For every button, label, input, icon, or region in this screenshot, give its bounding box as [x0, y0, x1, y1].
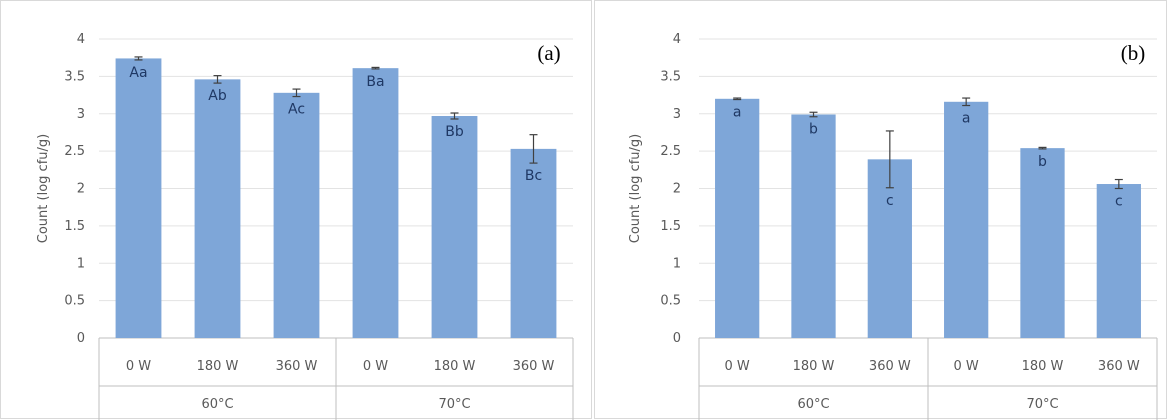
data-label: Ba — [366, 74, 384, 90]
category-label: 0 W — [954, 359, 979, 374]
y-tick-label: 4 — [673, 32, 681, 47]
bar — [715, 98, 760, 338]
y-tick-label: 3 — [673, 107, 681, 122]
bar — [1096, 184, 1141, 338]
y-tick-label: 1 — [673, 256, 681, 271]
y-tick-label: 2.5 — [64, 144, 85, 159]
bar — [273, 92, 320, 338]
y-tick-label: 4 — [77, 32, 85, 47]
group-label: 70°C — [438, 397, 470, 412]
bar — [431, 115, 478, 339]
category-label: 360 W — [869, 359, 911, 374]
chart-panel-b: 0 0.5 1 1.5 2 2.5 3 3.5 4 Count (log cfu/g) 60°C 70… — [594, 0, 1167, 420]
data-label: c — [886, 193, 894, 209]
category-label: 180 W — [1022, 359, 1064, 374]
category-label: 360 W — [276, 359, 318, 374]
category-label: 0 W — [363, 359, 388, 374]
data-label: Bb — [445, 124, 464, 140]
bar — [944, 101, 989, 338]
y-tick-label: 3.5 — [64, 69, 85, 84]
y-tick-label: 0.5 — [64, 294, 85, 309]
category-label: 360 W — [1098, 359, 1140, 374]
data-label: Aa — [129, 65, 147, 81]
y-tick-label: 0.5 — [660, 294, 681, 309]
data-label: Ab — [208, 88, 227, 104]
bar — [791, 114, 836, 338]
y-tick-label: 3.5 — [660, 69, 681, 84]
y-tick-label: 2 — [673, 182, 681, 197]
chart-panel-a: 0 0.5 1 1.5 2 2.5 3 3.5 4 Count (log cfu/g) 60°C 70… — [0, 0, 592, 420]
y-tick-label: 1.5 — [64, 219, 85, 234]
group-label: 70°C — [1026, 397, 1058, 412]
category-label: 180 W — [793, 359, 835, 374]
bar — [867, 159, 912, 338]
y-tick-label: 1.5 — [660, 219, 681, 234]
group-label: 60°C — [797, 397, 829, 412]
data-label: c — [1115, 194, 1123, 210]
bar — [194, 79, 241, 339]
group-label: 60°C — [201, 397, 233, 412]
data-label: Bc — [525, 168, 542, 184]
bar — [510, 148, 557, 338]
chart-b-svg: 0 0.5 1 1.5 2 2.5 3 3.5 4 Count (log cfu/g) 60°C 70… — [628, 32, 1158, 420]
data-label: b — [1038, 154, 1047, 170]
panel-label: (b) — [1121, 41, 1146, 65]
data-label: b — [809, 122, 818, 138]
data-label: a — [733, 105, 742, 121]
category-label: 180 W — [197, 359, 239, 374]
y-tick-label: 0 — [77, 331, 85, 346]
category-label: 0 W — [126, 359, 151, 374]
y-tick-label: 1 — [77, 256, 85, 271]
category-label: 0 W — [725, 359, 750, 374]
category-label: 360 W — [513, 359, 555, 374]
chart-a-svg: 0 0.5 1 1.5 2 2.5 3 3.5 4 Count (log cfu/g) 60°C 70… — [36, 32, 574, 420]
y-axis-title: Count (log cfu/g) — [36, 134, 51, 243]
bar — [352, 68, 399, 338]
y-tick-label: 3 — [77, 107, 85, 122]
y-tick-label: 2 — [77, 182, 85, 197]
bar — [1020, 148, 1065, 338]
data-label: Ac — [288, 102, 305, 118]
y-axis-title: Count (log cfu/g) — [628, 134, 643, 243]
category-label: 180 W — [434, 359, 476, 374]
data-label: a — [962, 111, 971, 127]
y-tick-label: 2.5 — [660, 144, 681, 159]
panel-label: (a) — [537, 41, 560, 65]
y-tick-label: 0 — [673, 331, 681, 346]
bar — [115, 58, 162, 339]
